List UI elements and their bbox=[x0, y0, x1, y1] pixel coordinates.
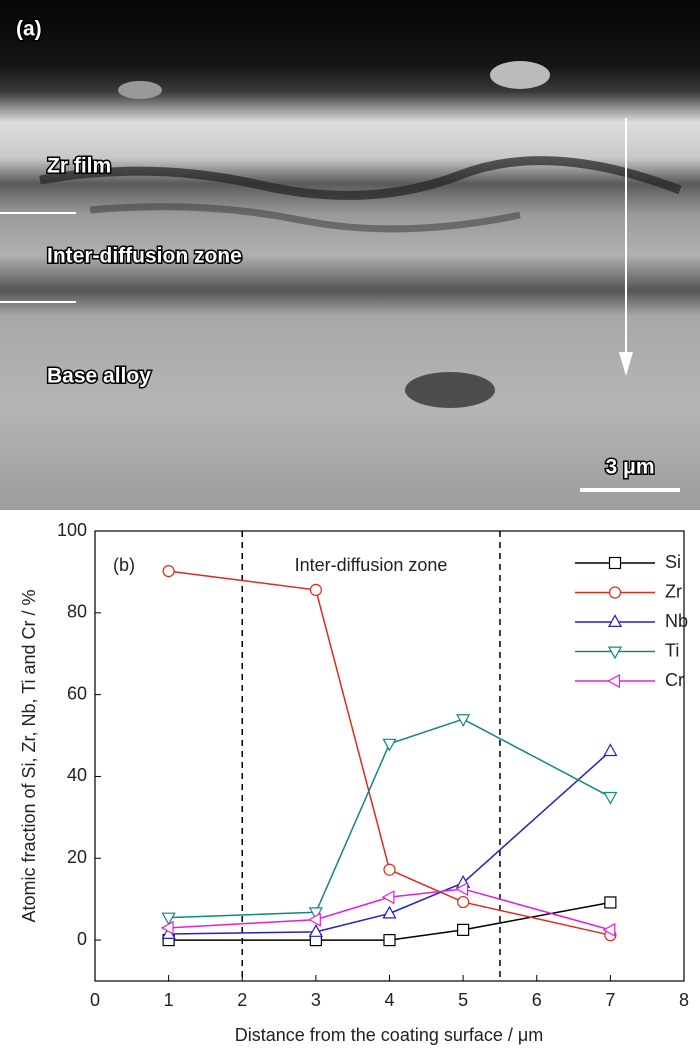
y-tick-label: 60 bbox=[67, 683, 87, 703]
x-tick-label: 3 bbox=[311, 990, 321, 1010]
data-point bbox=[457, 923, 470, 936]
dark-phase bbox=[405, 372, 495, 408]
x-tick-label: 2 bbox=[237, 990, 247, 1010]
x-tick-label: 0 bbox=[90, 990, 100, 1010]
zone-label: Base alloy bbox=[47, 365, 151, 388]
void-band bbox=[89, 203, 521, 233]
data-point bbox=[456, 714, 471, 728]
data-point bbox=[382, 738, 397, 752]
depth-arrow-head bbox=[619, 352, 633, 376]
data-point bbox=[160, 920, 174, 935]
x-tick-label: 5 bbox=[458, 990, 468, 1010]
x-tick-label: 8 bbox=[679, 990, 689, 1010]
particle bbox=[490, 61, 550, 89]
y-axis-label: Atomic fraction of Si, Zr, Nb, Ti and Cr… bbox=[19, 589, 39, 922]
data-point bbox=[308, 907, 323, 921]
data-point bbox=[457, 895, 470, 909]
micrograph: (a) Zr film Inter-diffusion zone Base al… bbox=[0, 0, 700, 510]
data-point bbox=[603, 791, 618, 805]
y-tick-label: 20 bbox=[67, 847, 87, 867]
legend-marker bbox=[608, 556, 622, 570]
x-tick-label: 4 bbox=[384, 990, 394, 1010]
legend-marker bbox=[607, 614, 623, 628]
particle bbox=[118, 81, 162, 99]
annotation: Inter-diffusion zone bbox=[295, 555, 448, 575]
scale-bar-label: 3 μm bbox=[605, 456, 654, 479]
void-band bbox=[39, 156, 682, 200]
y-tick-label: 0 bbox=[77, 929, 87, 949]
panel-label: (b) bbox=[113, 555, 135, 575]
data-point bbox=[308, 924, 323, 937]
chart: (b) Inter-diffusion zone Distance from t… bbox=[19, 520, 689, 1045]
y-tick-label: 80 bbox=[67, 602, 87, 622]
data-point bbox=[383, 863, 396, 876]
legend-label: Nb bbox=[665, 611, 688, 631]
data-point bbox=[604, 896, 617, 909]
zone-label: Zr film bbox=[47, 155, 111, 178]
legend-label: Zr bbox=[665, 581, 682, 601]
data-point bbox=[309, 583, 322, 597]
data-point bbox=[308, 912, 321, 927]
data-point bbox=[162, 564, 175, 578]
legend-label: Ti bbox=[665, 640, 679, 660]
x-tick-label: 6 bbox=[532, 990, 542, 1010]
data-point bbox=[161, 912, 176, 926]
legend-marker bbox=[608, 586, 622, 599]
legend-marker bbox=[607, 673, 621, 689]
zone-label: Inter-diffusion zone bbox=[47, 245, 242, 268]
legend-label: Si bbox=[665, 552, 681, 572]
sem-image bbox=[0, 0, 700, 510]
y-tick-label: 100 bbox=[57, 520, 87, 540]
x-tick-label: 7 bbox=[605, 990, 615, 1010]
x-tick-label: 1 bbox=[164, 990, 174, 1010]
legend-marker bbox=[607, 646, 623, 660]
data-point bbox=[455, 881, 469, 897]
data-point bbox=[382, 905, 397, 919]
series-line bbox=[168, 570, 611, 936]
data-point bbox=[383, 933, 396, 947]
data-point bbox=[603, 743, 618, 757]
legend-label: Cr bbox=[665, 670, 684, 690]
x-axis-label: Distance from the coating surface / μm bbox=[235, 1025, 544, 1045]
y-tick-label: 40 bbox=[67, 765, 87, 785]
data-point bbox=[381, 890, 395, 905]
data-point bbox=[602, 922, 616, 937]
panel-label: (a) bbox=[16, 18, 42, 41]
